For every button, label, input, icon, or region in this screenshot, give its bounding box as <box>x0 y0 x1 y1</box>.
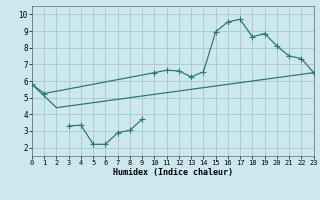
X-axis label: Humidex (Indice chaleur): Humidex (Indice chaleur) <box>113 168 233 177</box>
